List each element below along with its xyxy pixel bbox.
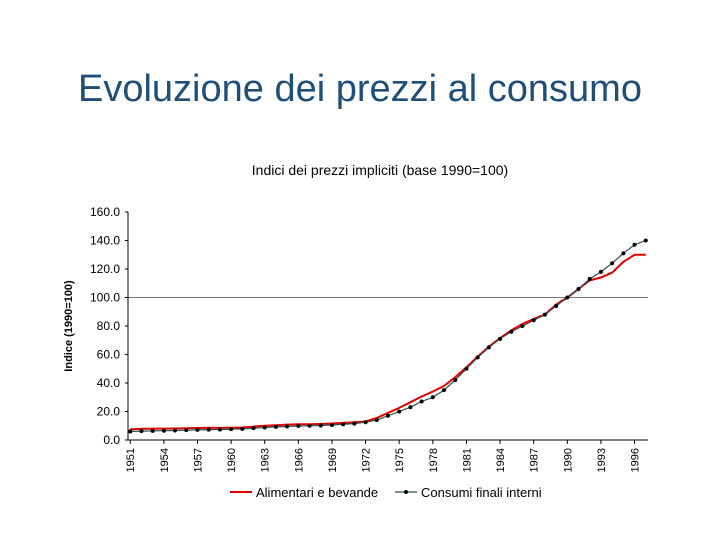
data-point [486,345,491,350]
data-point [173,428,178,433]
series-lines [128,238,648,434]
data-point [296,424,301,429]
y-tick-label: 60.0 [97,348,121,362]
data-point [576,286,581,291]
data-point [341,422,346,427]
data-point [386,413,390,418]
slide-title: Evoluzione dei prezzi al consumo [78,68,642,110]
data-point [195,427,200,432]
series-line-1 [130,239,647,432]
x-tick-label: 1981 [461,448,473,472]
legend: Alimentari e bevande Consumi finali inter… [230,485,542,500]
x-tick-label: 1984 [495,448,507,472]
data-point [307,423,312,428]
data-point [598,269,603,274]
x-tick-label: 1978 [428,448,440,472]
y-tick-label: 0.0 [103,433,120,447]
data-point [632,242,637,247]
legend-marker [404,490,408,494]
data-point [520,324,525,328]
y-tick-label: 40.0 [97,376,121,390]
data-point [610,261,615,266]
data-point [161,428,166,433]
data-point [262,425,267,430]
x-tick-label: 1960 [226,448,238,472]
data-point [542,312,547,317]
data-point [251,426,256,431]
legend-label: Consumi finali interni [421,485,542,500]
chart-title: Indici dei prezzi impliciti (base 1990=1… [252,162,508,178]
x-tick-label: 1972 [361,448,373,472]
y-tick-label: 120.0 [90,262,120,276]
y-tick-label: 20.0 [97,405,121,419]
data-point [184,428,189,433]
data-point [531,318,536,323]
x-axis-ticks: 1951 1954 1957 1960 1963 1966 1969 1972 1975 1978… [125,440,642,472]
data-point [419,399,424,404]
data-point [475,355,480,360]
data-point [442,388,447,393]
x-tick-label: 1996 [630,448,642,472]
data-point [565,295,570,300]
data-point [329,423,334,428]
data-point [363,420,368,425]
data-point [352,421,357,426]
y-axis-ticks: 0.0 20.0 40.0 60.0 80.0 100.0 120.0 140.0 160.0 [90,205,128,447]
x-tick-label: 1969 [327,448,339,472]
y-axis-label: Indice (1990=100) [63,280,75,372]
x-tick-label: 1987 [529,448,541,472]
data-point [206,427,211,432]
data-point [273,424,278,429]
data-point [318,423,323,428]
data-point [285,424,290,429]
data-point [150,428,155,433]
data-point [621,251,626,256]
x-tick-label: 1957 [192,448,204,472]
data-point [374,418,379,423]
x-tick-label: 1963 [260,448,272,472]
data-point [498,336,503,341]
data-point [128,429,133,434]
data-point [464,366,469,371]
data-point [397,409,402,414]
data-point [408,405,413,410]
data-point [509,329,514,334]
data-point [554,304,559,309]
x-tick-label: 1990 [562,448,574,472]
x-tick-label: 1993 [596,448,608,472]
x-tick-label: 1954 [159,448,171,472]
data-point [217,427,222,432]
data-point [139,429,144,434]
x-tick-label: 1975 [394,448,406,472]
y-tick-label: 160.0 [90,205,120,219]
y-tick-label: 80.0 [97,319,121,333]
data-point [453,378,458,383]
data-point [240,426,245,431]
series-line-0 [130,253,646,431]
x-tick-label: 1966 [293,448,305,472]
data-point [430,395,435,400]
axes [127,212,648,441]
y-tick-label: 100.0 [90,291,120,305]
y-tick-label: 140.0 [90,234,120,248]
data-point [587,276,592,281]
data-point [229,427,234,432]
legend-label: Alimentari e bevande [256,485,378,500]
data-point [643,238,648,243]
x-tick-label: 1951 [125,448,137,472]
